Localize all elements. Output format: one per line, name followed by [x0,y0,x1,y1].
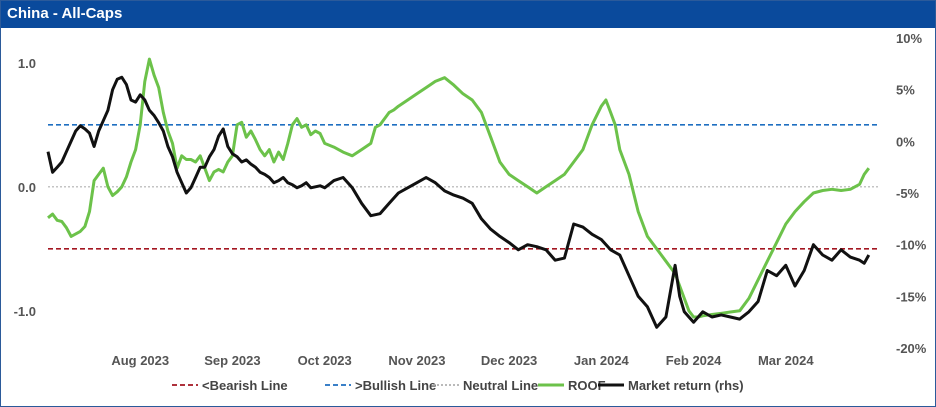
right-axis-tick-label: 10% [896,31,922,46]
right-axis-tick-label: -10% [896,238,927,253]
right-axis-tick-label: 0% [896,134,915,149]
legend-entry: ROOF [568,378,606,393]
legend-entry: Neutral Line [463,378,538,393]
legend-entry: >Bullish Line [355,378,436,393]
x-axis-tick-label: Oct 2023 [298,353,352,368]
left-axis-tick-label: -1.0 [14,304,36,319]
x-axis-tick-label: Mar 2024 [758,353,814,368]
series-line [46,75,871,329]
legend-entry: <Bearish Line [202,378,288,393]
series-line [47,57,871,319]
right-axis-tick-label: -20% [896,341,927,356]
chart-title: China - All-Caps [7,5,123,22]
right-axis-tick-label: -5% [896,186,920,201]
x-axis-tick-label: Aug 2023 [111,353,169,368]
left-axis-tick-label: 1.0 [18,56,36,71]
left-axis-tick-label: 0.0 [18,180,36,195]
x-axis-tick-label: Sep 2023 [204,353,260,368]
legend-entry: Market return (rhs) [628,378,744,393]
x-axis-tick-label: Feb 2024 [666,353,722,368]
right-axis-tick-label: -15% [896,289,927,304]
x-axis-tick-label: Jan 2024 [574,353,630,368]
x-axis-tick-label: Dec 2023 [481,353,537,368]
title-bar: China - All-Caps [1,1,935,28]
right-axis-tick-label: 5% [896,83,915,98]
x-axis-tick-label: Nov 2023 [388,353,445,368]
